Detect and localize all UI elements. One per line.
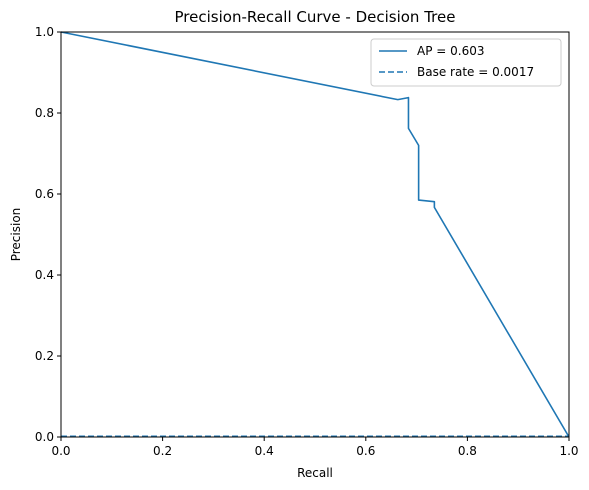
legend-entry-1: Base rate = 0.0017 <box>417 65 534 79</box>
legend-box <box>370 38 562 87</box>
axis-ticks: 0.0 0.2 0.4 0.6 0.8 1.0 0.0 0.2 0.4 0.6 0.8 1.0 <box>35 25 579 458</box>
y-tick-label: 0.0 <box>35 430 54 444</box>
x-tick-label: 1.0 <box>559 444 578 458</box>
chart-title: Precision-Recall Curve - Decision Tree <box>175 8 456 26</box>
legend: AP = 0.603 Base rate = 0.0017 <box>370 38 562 87</box>
y-axis-label: Precision <box>9 208 23 262</box>
x-tick-label: 0.6 <box>356 444 375 458</box>
y-tick-label: 0.4 <box>35 268 54 282</box>
x-tick-label: 0.4 <box>255 444 274 458</box>
plot-area <box>60 31 570 438</box>
x-tick-label: 0.0 <box>51 444 70 458</box>
plot-frame <box>60 31 570 438</box>
y-tick-label: 0.8 <box>35 106 54 120</box>
legend-entry-0: AP = 0.603 <box>417 44 484 58</box>
series-line-0 <box>60 31 570 438</box>
x-tick-label: 0.8 <box>458 444 477 458</box>
y-tick-label: 1.0 <box>35 25 54 39</box>
x-tick-label: 0.2 <box>153 444 172 458</box>
x-axis-label: Recall <box>297 466 333 480</box>
y-tick-label: 0.2 <box>35 349 54 363</box>
y-tick-label: 0.6 <box>35 187 54 201</box>
